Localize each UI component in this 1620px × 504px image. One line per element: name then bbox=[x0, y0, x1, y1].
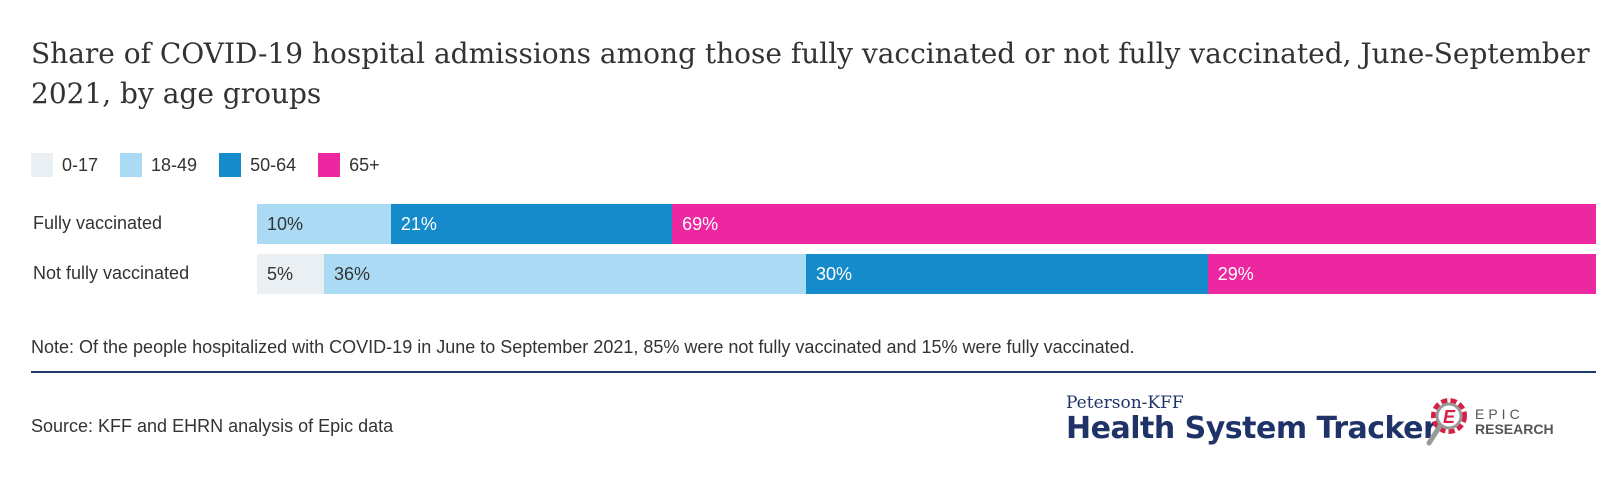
data-label: 21% bbox=[400, 213, 437, 234]
data-label: 30% bbox=[815, 263, 853, 284]
logo-small-text: Peterson-KFF bbox=[1066, 393, 1184, 413]
legend-label: 50-64 bbox=[250, 154, 297, 175]
legend-label: 65+ bbox=[349, 154, 380, 175]
epic-text-bottom: RESEARCH bbox=[1475, 421, 1554, 437]
epic-research-logo: E EPIC RESEARCH bbox=[1425, 396, 1554, 448]
epic-magnifier-gear-icon: E bbox=[1426, 398, 1467, 446]
legend-swatch bbox=[31, 153, 53, 177]
stacked-bar: 5% 36% 30% 29% bbox=[257, 254, 1596, 294]
legend-swatch bbox=[318, 153, 341, 177]
logo-big-text: Health System Tracker bbox=[1066, 411, 1438, 446]
chart-note: Note: Of the people hospitalized with CO… bbox=[31, 337, 1135, 357]
bar-segment-65+: 69% bbox=[672, 204, 1596, 244]
bar-segment-0-17: 5% bbox=[257, 254, 324, 294]
legend-label: 18-49 bbox=[151, 154, 198, 175]
data-label: 29% bbox=[1217, 263, 1254, 284]
data-label: 69% bbox=[682, 213, 719, 234]
svg-text:E: E bbox=[1443, 407, 1456, 427]
data-label: 36% bbox=[333, 263, 370, 284]
legend-swatch bbox=[120, 153, 143, 177]
bar-segment-18-49: 10% bbox=[257, 204, 391, 244]
bar-segment-50-64: 30% bbox=[805, 254, 1208, 294]
legend-item: 18-49 bbox=[120, 153, 197, 177]
bar-segment-65+: 29% bbox=[1207, 254, 1596, 294]
epic-text-top: EPIC bbox=[1475, 406, 1524, 422]
chart-title: Share of COVID-19 hospital admissions am… bbox=[31, 37, 1590, 110]
data-label: 10% bbox=[267, 213, 304, 234]
legend-swatch bbox=[219, 153, 242, 177]
divider bbox=[31, 371, 1596, 373]
legend-label: 0-17 bbox=[62, 154, 99, 175]
category-label: Fully vaccinated bbox=[33, 213, 163, 233]
category-label: Not fully vaccinated bbox=[33, 263, 190, 283]
legend-item: 50-64 bbox=[219, 153, 296, 177]
bar-segment-18-49: 36% bbox=[323, 254, 806, 294]
bar-segment-50-64: 21% bbox=[390, 204, 673, 244]
chart-source: Source: KFF and EHRN analysis of Epic da… bbox=[31, 416, 394, 436]
legend: 0-17 18-49 50-64 65+ bbox=[31, 153, 380, 177]
peterson-kff-logo: Peterson-KFF Health System Tracker bbox=[1066, 393, 1438, 446]
legend-item: 0-17 bbox=[31, 153, 98, 177]
stacked-bar: 10% 21% 69% bbox=[257, 204, 1596, 244]
legend-item: 65+ bbox=[318, 153, 380, 177]
data-label: 5% bbox=[267, 263, 294, 284]
